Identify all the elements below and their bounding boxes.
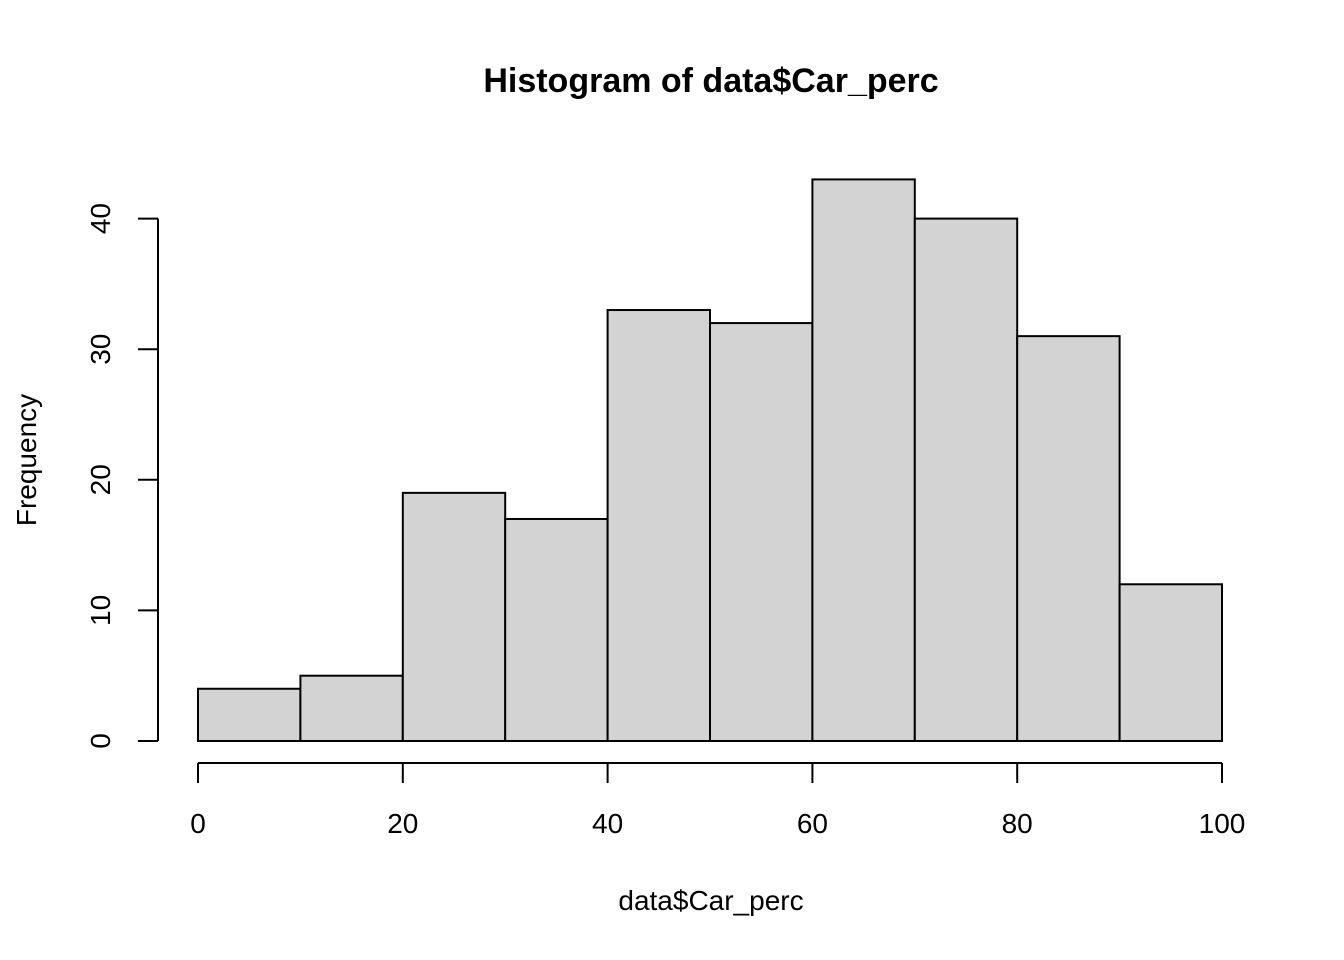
x-tick-label: 0 [190, 808, 206, 839]
y-tick-label: 10 [85, 595, 116, 626]
histogram-bar [1016, 335, 1121, 742]
histogram-bar [197, 687, 302, 743]
x-tick-label: 20 [387, 808, 418, 839]
x-axis-label: data$Car_perc [618, 885, 803, 916]
histogram-bar [401, 491, 507, 742]
y-axis: 0 10 20 30 40 [85, 203, 159, 749]
y-tick-label: 30 [85, 334, 116, 365]
y-tick-label: 40 [85, 203, 116, 234]
y-tick-label: 20 [85, 464, 116, 495]
histogram-bar [913, 217, 1019, 743]
histogram-bar [606, 309, 711, 742]
bars-group [197, 178, 1223, 743]
histogram-bar [504, 517, 609, 742]
histogram-bar [811, 178, 916, 743]
x-tick-label: 100 [1199, 808, 1246, 839]
histogram-bar [1118, 583, 1223, 743]
histogram-bar [709, 322, 814, 742]
chart-title: Histogram of data$Car_perc [483, 62, 938, 100]
y-axis-label: Frequency [11, 394, 42, 526]
x-tick-label: 40 [592, 808, 623, 839]
x-axis: 0 20 40 60 80 100 [190, 762, 1246, 839]
x-tick-label: 80 [1002, 808, 1033, 839]
x-tick-label: 60 [797, 808, 828, 839]
histogram-bar [299, 674, 404, 743]
y-tick-label: 0 [85, 733, 116, 749]
